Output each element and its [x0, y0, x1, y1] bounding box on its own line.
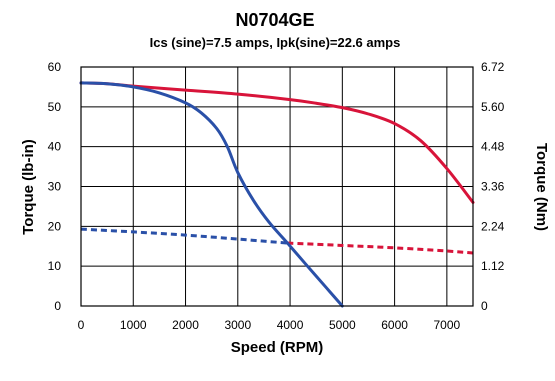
x-tick-label: 7000: [434, 318, 461, 332]
chart-subtitle: Ics (sine)=7.5 amps, Ipk(sine)=22.6 amps: [150, 35, 401, 50]
series-layer: [79, 81, 475, 308]
y2-tick-labels: 0 1.12 2.24 3.36 4.48 5.60 6.72: [481, 60, 505, 313]
y-tick-label: 60: [48, 60, 62, 74]
y2-axis-label: Torque (Nm): [533, 143, 550, 231]
y-tick-labels: 0 10 20 30 40 50 60: [48, 60, 62, 313]
y2-tick-label: 6.72: [481, 60, 505, 74]
y2-tick-label: 3.36: [481, 180, 505, 194]
y-axis-label: Torque (lb-in): [20, 139, 37, 235]
y-tick-label: 50: [48, 100, 62, 114]
plot-frame: [80, 66, 474, 307]
y-tick-label: 20: [48, 219, 62, 233]
x-tick-label: 0: [78, 318, 85, 332]
x-tick-labels: 0 1000 2000 3000 4000 5000 6000 7000: [78, 318, 461, 332]
y2-tick-label: 1.12: [481, 259, 505, 273]
x-tick-label: 4000: [277, 318, 304, 332]
y-tick-label: 10: [48, 259, 62, 273]
x-tick-label: 5000: [329, 318, 356, 332]
y-tick-label: 30: [48, 180, 62, 194]
y-tick-label: 40: [48, 140, 62, 154]
x-tick-label: 3000: [224, 318, 251, 332]
y2-tick-label: 2.24: [481, 219, 505, 233]
grid-layer: [81, 67, 473, 306]
y2-tick-label: 4.48: [481, 140, 505, 154]
x-tick-label: 6000: [381, 318, 408, 332]
series-line: [79, 81, 344, 308]
series-line-dashed: [287, 241, 474, 255]
chart-title: N0704GE: [235, 10, 314, 30]
series-line-dashed: [80, 227, 288, 245]
x-axis-label: Speed (RPM): [231, 339, 324, 356]
y-tick-label: 0: [54, 299, 61, 313]
y2-tick-label: 5.60: [481, 100, 505, 114]
y2-tick-label: 0: [481, 299, 488, 313]
x-tick-label: 1000: [120, 318, 147, 332]
series-line: [79, 81, 475, 204]
x-tick-label: 2000: [172, 318, 199, 332]
